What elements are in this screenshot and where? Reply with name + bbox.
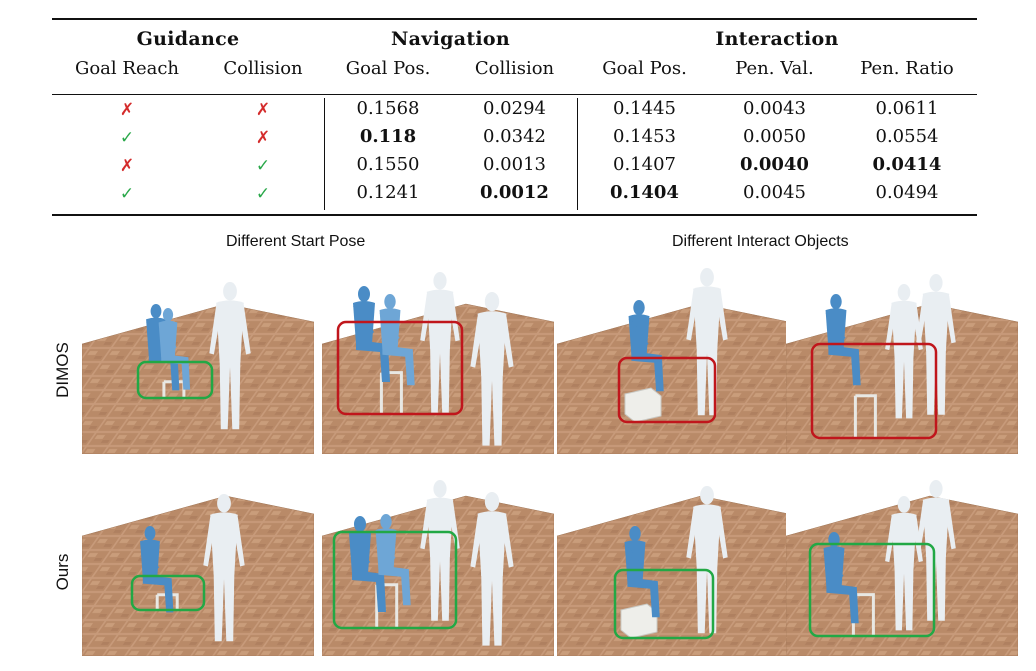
goal-reach-mark: ✗ <box>119 100 135 120</box>
failure-highlight-box <box>617 356 717 424</box>
collision-mark: ✓ <box>255 156 271 176</box>
tiled-floor <box>557 495 789 656</box>
blue-human <box>140 526 174 613</box>
blue-human <box>349 516 386 612</box>
white-human <box>916 480 956 621</box>
table-cell: 0.1404 <box>610 182 679 203</box>
figure-panel <box>786 264 1018 454</box>
col-header-goal-reach: Goal Reach <box>74 58 180 79</box>
caption-interact-objects: Different Interact Objects <box>672 233 849 250</box>
success-highlight-box <box>130 574 206 612</box>
blue-human <box>379 294 415 386</box>
figure-panel <box>786 466 1018 656</box>
table-top-rule <box>52 18 977 20</box>
col-header-nav-goal-pos: Goal Pos. <box>345 58 431 79</box>
table-cell: 0.1241 <box>356 182 420 203</box>
table-cell: 0.0554 <box>875 126 939 147</box>
white-human <box>470 292 514 446</box>
table-divider-1 <box>324 98 325 210</box>
blue-human <box>823 532 859 624</box>
table-divider-2 <box>577 98 578 210</box>
failure-highlight-box <box>336 320 464 416</box>
white-human <box>420 480 460 621</box>
table-cell: 0.0013 <box>483 154 546 175</box>
collision-mark: ✗ <box>255 100 271 120</box>
white-human <box>420 272 460 413</box>
group-header-guidance: Guidance <box>136 28 240 50</box>
collision-mark: ✗ <box>255 128 271 148</box>
failure-highlight-box <box>810 342 938 440</box>
figure-panel <box>322 264 554 454</box>
blue-human <box>375 514 411 606</box>
figure-panel <box>557 466 789 656</box>
blue-human <box>825 294 861 386</box>
table-cell: 0.0294 <box>483 98 546 119</box>
table-bottom-rule <box>52 214 977 216</box>
success-highlight-box <box>136 360 214 400</box>
tiled-floor <box>557 303 789 454</box>
table-cell: 0.1550 <box>356 154 420 175</box>
table-cell: 0.0414 <box>872 154 942 175</box>
table-cell: 0.1568 <box>356 98 420 119</box>
row-label-ours: Ours <box>53 553 72 591</box>
tiled-floor <box>82 303 314 454</box>
white-human <box>470 492 514 646</box>
col-header-nav-collision: Collision <box>474 58 555 79</box>
col-header-guidance-collision: Collision <box>223 58 303 79</box>
collision-mark: ✓ <box>255 184 271 204</box>
white-human <box>885 496 923 631</box>
table-cell: 0.1445 <box>613 98 676 119</box>
white-human <box>916 274 956 415</box>
group-header-interaction: Interaction <box>715 28 839 50</box>
success-highlight-box <box>808 542 936 638</box>
row-label-dimos: DIMOS <box>53 342 72 398</box>
white-human <box>686 268 728 416</box>
white-human <box>209 282 251 430</box>
figure-panel <box>82 264 314 454</box>
table-cell: 0.0611 <box>875 98 939 119</box>
table-cell: 0.118 <box>359 126 417 147</box>
goal-reach-mark: ✓ <box>119 184 135 204</box>
caption-start-pose: Different Start Pose <box>226 233 366 250</box>
figure-panel <box>82 466 314 656</box>
figure-panel <box>557 264 789 454</box>
table-cell: 0.1407 <box>613 154 676 175</box>
white-human <box>203 494 245 642</box>
blue-human <box>628 300 664 392</box>
white-human <box>686 486 728 634</box>
box-object <box>620 603 658 639</box>
table-cell: 0.0043 <box>743 98 806 119</box>
success-highlight-box <box>332 530 458 630</box>
box-object <box>624 387 662 423</box>
goal-reach-mark: ✗ <box>119 156 135 176</box>
table-cell: 0.0050 <box>743 126 806 147</box>
col-header-pen-ratio: Pen. Ratio <box>860 58 954 79</box>
table-cell: 0.1453 <box>613 126 676 147</box>
success-highlight-box <box>613 568 715 640</box>
table-cell: 0.0342 <box>483 126 546 147</box>
figure-panel <box>322 466 554 656</box>
goal-reach-mark: ✓ <box>119 128 135 148</box>
chair-object <box>853 394 877 438</box>
chair-object <box>155 593 179 610</box>
table-cell: 0.0012 <box>480 182 549 203</box>
col-header-int-goal-pos: Goal Pos. <box>602 58 687 79</box>
col-header-pen-val: Pen. Val. <box>735 58 814 79</box>
group-header-navigation: Navigation <box>390 28 510 50</box>
table-cell: 0.0494 <box>875 182 939 203</box>
table-header-rule <box>52 94 977 95</box>
results-table: Guidance Navigation Interaction Goal Rea… <box>52 18 977 216</box>
table-cell: 0.0045 <box>743 182 806 203</box>
table-cell: 0.0040 <box>740 154 809 175</box>
